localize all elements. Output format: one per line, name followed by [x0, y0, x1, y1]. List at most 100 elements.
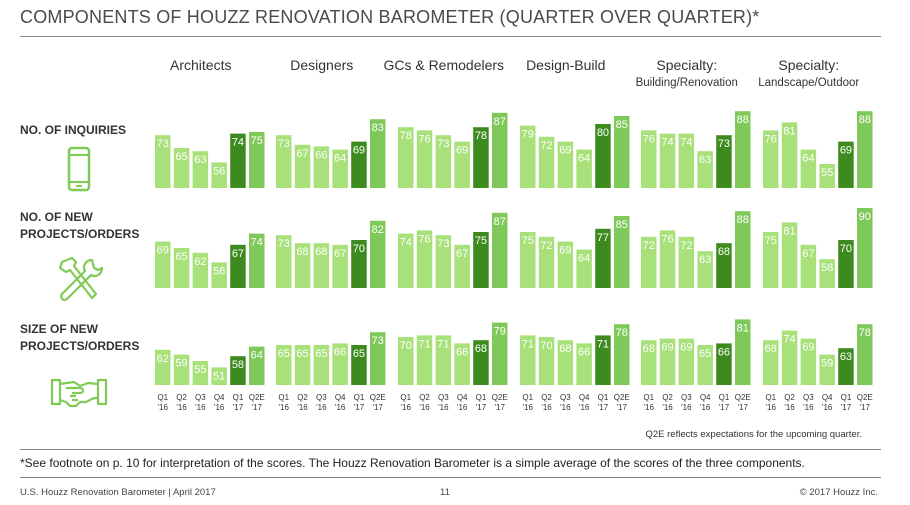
tick-label-year: '16 — [401, 403, 412, 412]
bar — [211, 367, 227, 385]
bar-value-label: 78 — [400, 130, 412, 142]
bar-value-label: 76 — [418, 233, 430, 245]
note-divider — [20, 449, 881, 450]
tick-label-quarter: Q1 — [841, 393, 852, 402]
bar-value-label: 68 — [559, 343, 571, 355]
bar-value-label: 67 — [296, 148, 308, 160]
bar — [370, 119, 386, 188]
bar-value-label: 74 — [400, 237, 412, 249]
bar — [313, 345, 330, 385]
bar-value-label: 63 — [840, 351, 852, 363]
bar — [614, 216, 630, 288]
bar-value-label: 59 — [821, 358, 833, 370]
bar-value-label: 69 — [559, 245, 571, 257]
tick-label-year: '16 — [195, 403, 206, 412]
bar — [294, 345, 311, 385]
bar-value-label: 68 — [643, 343, 655, 355]
row-label: NO. OF INQUIRIES — [20, 122, 126, 139]
column-header: Designers — [257, 57, 387, 73]
bar — [838, 240, 854, 288]
footer-source: U.S. Houzz Renovation Barometer | April … — [20, 487, 216, 498]
tick-label-year: '16 — [419, 403, 430, 412]
bar-value-label: 73 — [372, 335, 384, 347]
bar — [520, 232, 536, 288]
bar — [538, 136, 555, 188]
column-header: Architects — [136, 57, 266, 73]
bar — [819, 354, 835, 385]
bar — [800, 149, 817, 188]
bar — [735, 319, 751, 385]
bar-value-label: 65 — [175, 251, 187, 263]
bar — [614, 116, 630, 188]
bar — [641, 340, 657, 385]
bar-value-label: 85 — [616, 219, 628, 231]
tick-label-quarter: Q2 — [419, 393, 430, 402]
bar — [595, 228, 611, 288]
bar — [370, 332, 386, 385]
bar — [781, 222, 798, 288]
tick-label-quarter: Q1 — [522, 393, 533, 402]
phone-icon — [67, 146, 91, 192]
bar — [735, 111, 751, 188]
tick-label-quarter: Q4 — [457, 393, 468, 402]
bar — [492, 112, 508, 188]
tick-label-quarter: Q2 — [297, 393, 308, 402]
bar — [473, 127, 489, 188]
bar-value-label: 70 — [540, 340, 552, 352]
bar-value-label: 88 — [737, 114, 749, 126]
bar-value-label: 76 — [643, 133, 655, 145]
bar-value-label: 73 — [437, 138, 449, 150]
bar — [398, 233, 414, 288]
row-label: SIZE OF NEW PROJECTS/ORDERS — [20, 321, 139, 355]
column-header-title: Design-Build — [526, 57, 606, 73]
bar — [595, 124, 611, 188]
bar-value-label: 56 — [213, 265, 225, 277]
tick-label-quarter: Q1 — [476, 393, 487, 402]
bar-value-label: 79 — [494, 326, 506, 338]
bar-value-label: 67 — [456, 248, 468, 260]
bar — [313, 146, 330, 188]
bar — [520, 335, 536, 385]
bar-value-label: 67 — [802, 248, 814, 260]
bar-value-label: 76 — [765, 133, 777, 145]
row-label: NO. OF NEW PROJECTS/ORDERS — [20, 209, 139, 243]
barometer-chart: 73 65 63 56 74 75 73 67 66 64 69 83 78 76 73 69 78 87 79 72… — [155, 111, 873, 412]
bar — [454, 343, 470, 385]
tick-label-year: '17 — [354, 403, 365, 412]
bar-value-label: 64 — [802, 153, 814, 165]
bar — [211, 262, 227, 288]
bar-value-label: 75 — [475, 235, 487, 247]
tick-label-quarter: Q1 — [719, 393, 730, 402]
bar-value-label: 69 — [840, 145, 852, 157]
bar-value-label: 62 — [194, 256, 206, 268]
bar-value-label: 69 — [157, 245, 169, 257]
bar-value-label: 66 — [578, 346, 590, 358]
bar-value-label: 69 — [559, 145, 571, 157]
bar — [641, 130, 657, 188]
tick-label-quarter: Q1 — [765, 393, 776, 402]
bar-value-label: 87 — [494, 216, 506, 228]
tick-label-quarter: Q4 — [579, 393, 590, 402]
bar-value-label: 77 — [597, 232, 609, 244]
tick-label-quarter: Q2E — [492, 393, 508, 402]
bar-value-label: 81 — [737, 322, 749, 334]
tick-label-quarter: Q2E — [735, 393, 751, 402]
tick-label-quarter: Q1 — [233, 393, 244, 402]
bar-value-label: 63 — [699, 154, 711, 166]
column-header-title: Architects — [170, 57, 232, 73]
bar — [576, 149, 592, 188]
bar-value-label: 68 — [765, 343, 777, 355]
bar — [155, 349, 171, 385]
bar — [211, 162, 227, 188]
bar-value-label: 63 — [194, 154, 206, 166]
tick-label-quarter: Q2 — [176, 393, 187, 402]
tick-label-quarter: Q1 — [278, 393, 289, 402]
bar — [557, 340, 574, 385]
bar — [781, 330, 798, 385]
bar — [697, 251, 713, 288]
bar — [416, 335, 433, 385]
bar-value-label: 65 — [699, 348, 711, 360]
bar — [276, 135, 292, 188]
tick-label-quarter: Q1 — [354, 393, 365, 402]
bar-value-label: 64 — [578, 153, 590, 165]
